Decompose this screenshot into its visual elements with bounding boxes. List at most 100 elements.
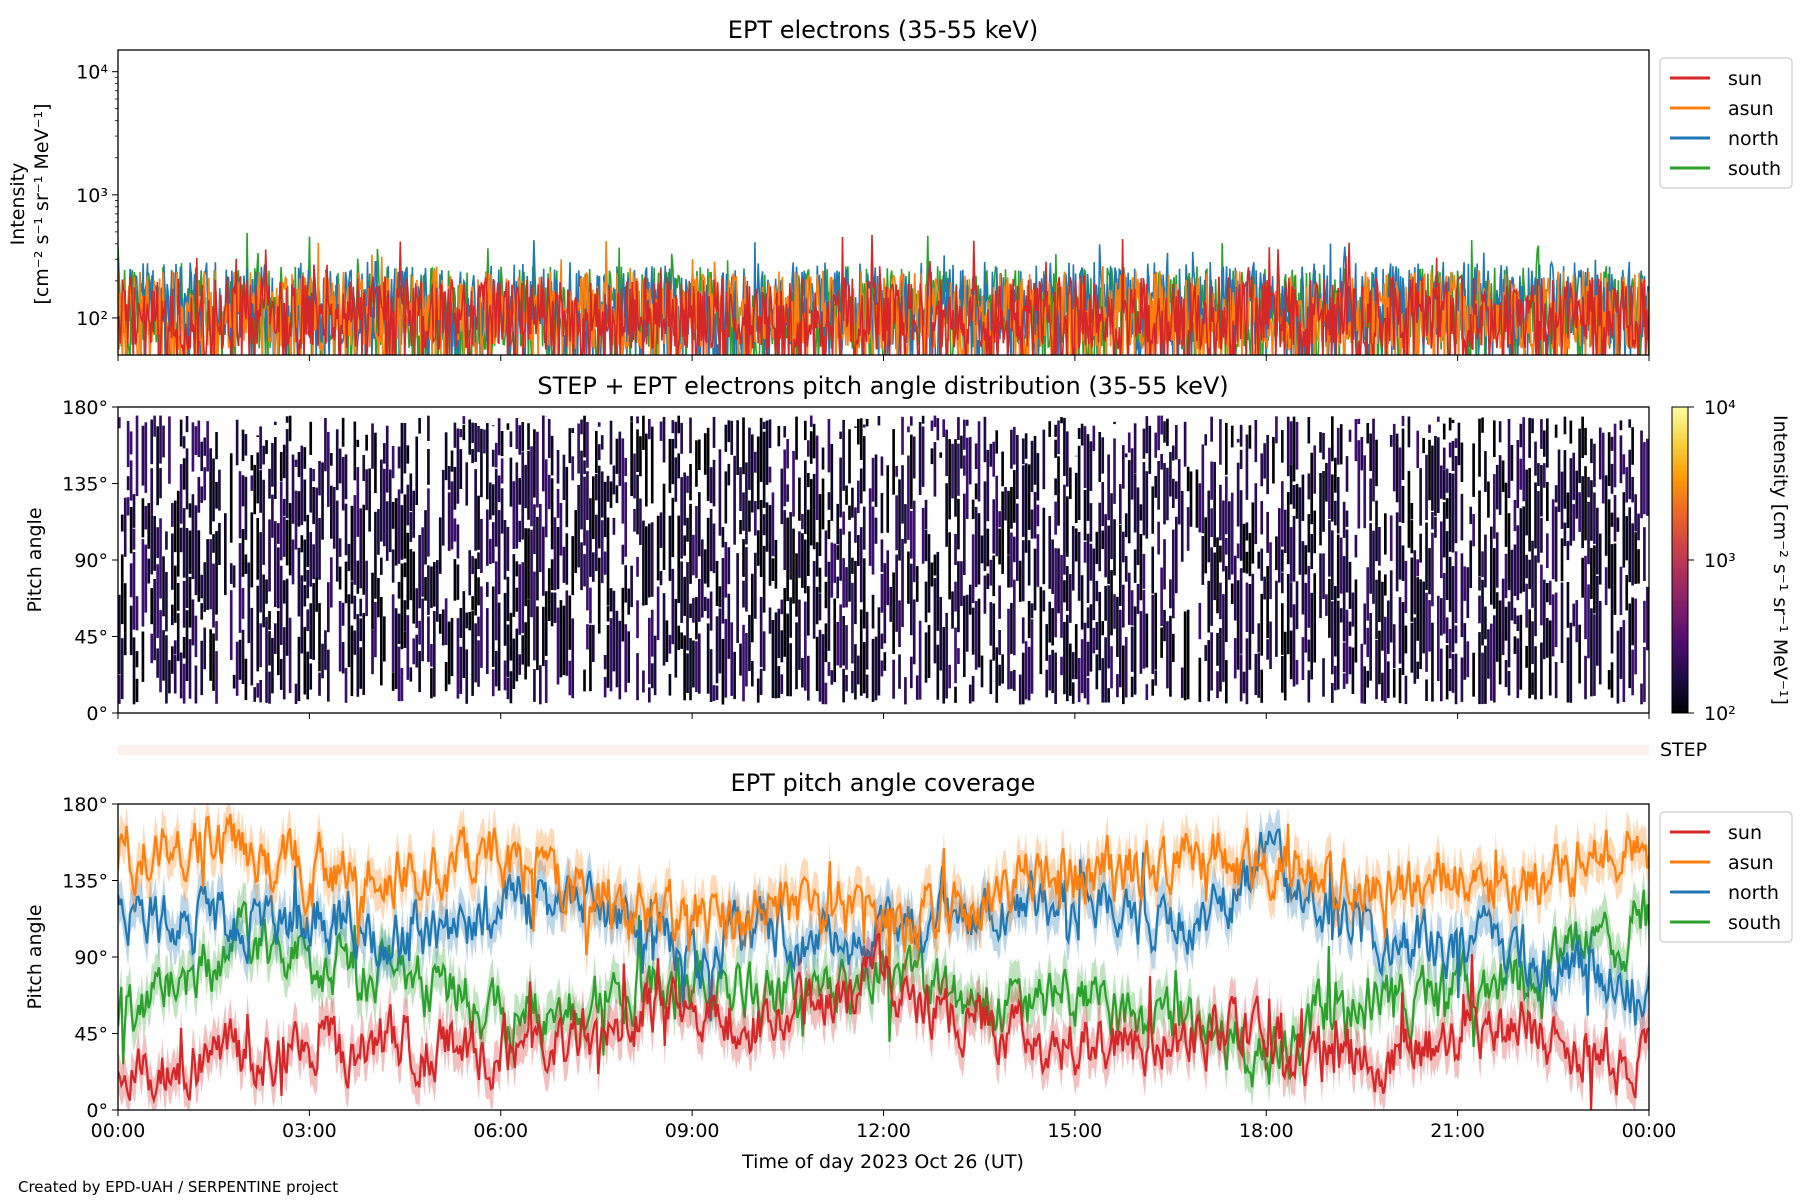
heatmap-cell — [874, 454, 878, 507]
heatmap-cell — [135, 651, 139, 668]
heatmap-cell — [774, 612, 778, 699]
heatmap-cell — [1024, 641, 1028, 700]
heatmap-cell — [974, 443, 978, 469]
heatmap-cell — [315, 487, 318, 577]
heatmap-cell — [412, 638, 416, 665]
heatmap-cell — [126, 421, 130, 468]
heatmap-cell — [1336, 477, 1340, 534]
heatmap-cell — [1257, 623, 1261, 653]
panel2-xticks — [117, 713, 1650, 719]
heatmap-cell — [1525, 645, 1528, 668]
heatmap-cell — [762, 631, 766, 671]
heatmap-cell — [748, 427, 751, 490]
heatmap-cell — [1071, 652, 1075, 680]
heatmap-cell — [359, 598, 363, 617]
heatmap-cell — [1154, 592, 1158, 670]
heatmap-cell — [612, 517, 616, 535]
heatmap-cell — [854, 560, 857, 625]
heatmap-cell — [621, 438, 625, 524]
heatmap-cell — [1021, 652, 1025, 705]
heatmap-cell — [274, 437, 277, 499]
heatmap-cell — [692, 640, 695, 688]
heatmap-cell — [709, 509, 713, 572]
heatmap-cell — [759, 500, 763, 577]
heatmap-cell — [1089, 503, 1093, 542]
heatmap-cell — [771, 620, 775, 699]
heatmap-cell — [153, 579, 156, 661]
heatmap-cell — [1198, 483, 1202, 533]
heatmap-cell — [1525, 554, 1528, 579]
heatmap-cell — [824, 530, 828, 577]
heatmap-cell — [1257, 653, 1261, 698]
heatmap-cell — [1124, 453, 1128, 458]
heatmap-cell — [1584, 555, 1587, 640]
heatmap-cell — [542, 526, 545, 596]
heatmap-cell — [1554, 592, 1558, 648]
heatmap-cell — [1281, 655, 1284, 693]
heatmap-cell — [759, 668, 763, 695]
heatmap-cell — [1342, 556, 1346, 642]
heatmap-cell — [824, 623, 828, 662]
heatmap-cell — [397, 646, 401, 702]
heatmap-cell — [768, 466, 772, 483]
heatmap-cell — [1342, 673, 1346, 689]
heatmap-cell — [400, 422, 404, 494]
heatmap-cell — [297, 491, 301, 527]
heatmap-cell — [550, 592, 554, 627]
heatmap-cell — [1166, 467, 1169, 521]
heatmap-cell — [1216, 537, 1219, 614]
heatmap-cell — [1172, 478, 1175, 508]
heatmap-cell — [159, 467, 162, 499]
legend4-north-label: north — [1728, 882, 1779, 904]
heatmap-cell — [244, 476, 248, 540]
heatmap-cell — [282, 444, 286, 479]
heatmap-cell — [132, 528, 136, 550]
heatmap-cell — [1177, 459, 1181, 525]
heatmap-cell — [948, 439, 951, 520]
heatmap-cell — [229, 590, 233, 660]
heatmap-cell — [1531, 621, 1534, 665]
heatmap-cell — [645, 526, 648, 606]
heatmap-cell — [924, 581, 928, 623]
heatmap-cell — [465, 612, 469, 629]
heatmap-cell — [406, 615, 410, 680]
heatmap-cell — [933, 578, 937, 664]
heatmap-cell — [1625, 575, 1629, 611]
heatmap-cell — [171, 533, 174, 590]
heatmap-cell — [1030, 619, 1034, 694]
heatmap-cell — [1077, 532, 1081, 601]
heatmap-cell — [1301, 637, 1305, 680]
heatmap-cell — [595, 473, 598, 501]
heatmap-cell — [768, 607, 772, 634]
heatmap-cell — [1133, 549, 1137, 583]
heatmap-cell — [1130, 676, 1134, 698]
heatmap-cell — [910, 416, 913, 426]
heatmap-cell — [1407, 416, 1411, 448]
heatmap-cell — [506, 423, 510, 430]
heatmap-cell — [1295, 581, 1299, 630]
heatmap-cell — [530, 446, 533, 527]
heatmap-cell — [562, 605, 566, 676]
heatmap-cell — [1522, 506, 1526, 592]
heatmap-cell — [474, 469, 477, 551]
heatmap-cell — [1425, 522, 1428, 590]
heatmap-cell — [862, 506, 866, 550]
heatmap-cell — [465, 462, 469, 506]
heatmap-cell — [209, 629, 212, 681]
heatmap-cell — [491, 586, 495, 667]
heatmap-cell — [680, 561, 683, 623]
heatmap-cell — [150, 633, 154, 664]
heatmap-cell — [801, 658, 804, 688]
heatmap-cell — [650, 426, 654, 504]
heatmap-cell — [1531, 672, 1534, 695]
heatmap-cell — [1454, 653, 1458, 705]
heatmap-cell — [1566, 582, 1570, 628]
heatmap-cell — [1233, 555, 1237, 621]
heatmap-cell — [1281, 430, 1284, 463]
heatmap-cell — [759, 417, 763, 482]
heatmap-cell — [421, 527, 424, 597]
heatmap-cell — [998, 630, 1001, 655]
heatmap-cell — [394, 608, 398, 689]
heatmap-cell — [1463, 566, 1467, 601]
heatmap-cell — [1434, 516, 1437, 538]
